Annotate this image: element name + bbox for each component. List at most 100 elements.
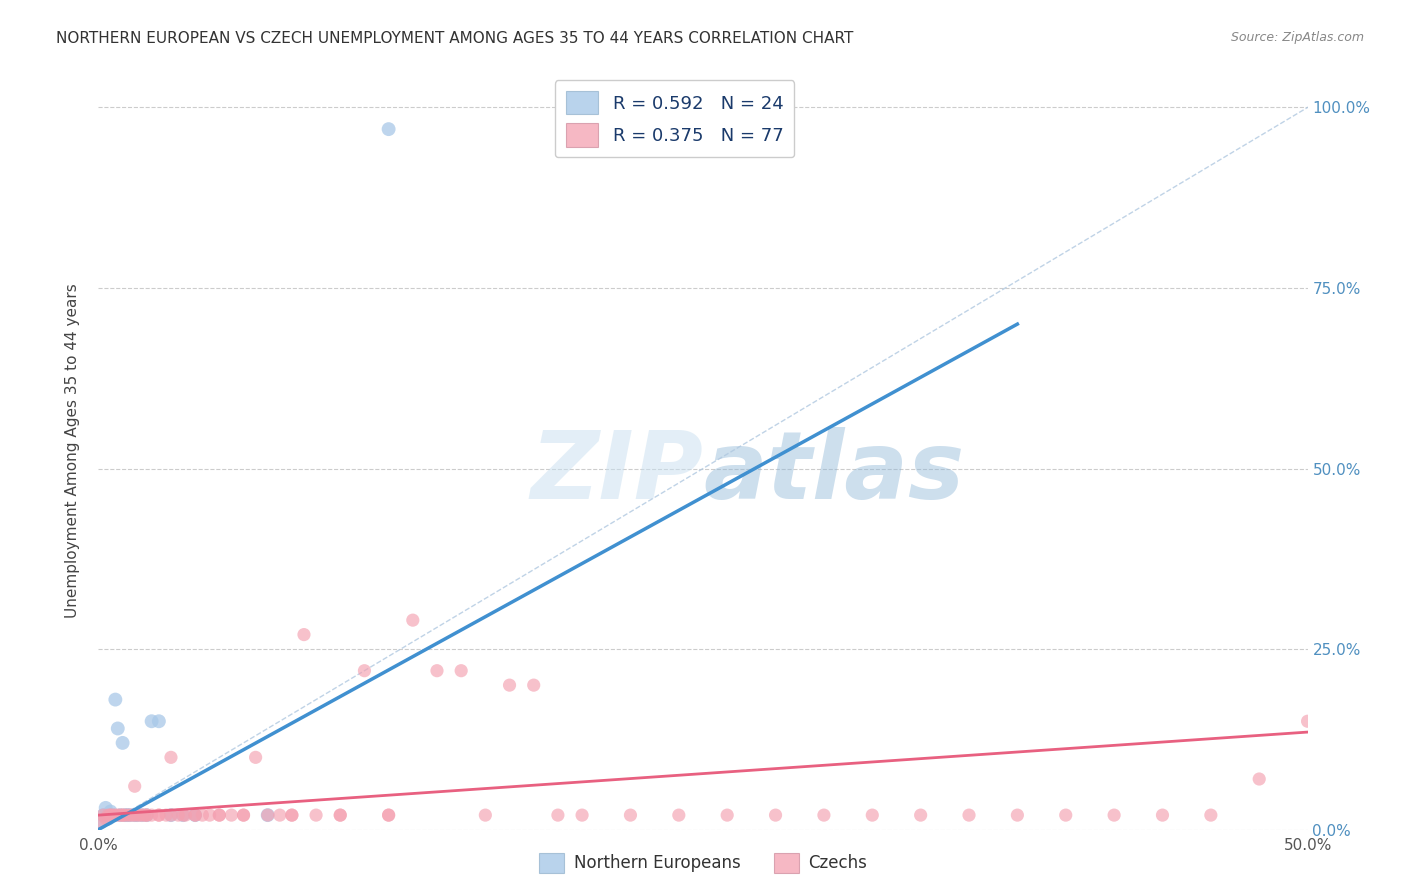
Point [167,808,190,822]
Point [329,808,352,822]
Point [134,808,156,822]
Point [104,808,127,822]
Point [111,736,134,750]
Point [114,808,136,822]
Point [135,808,157,822]
Point [498,678,520,692]
Point [155,808,177,822]
Point [198,808,221,822]
Point [402,613,425,627]
Point [1054,808,1077,822]
Point [377,808,399,822]
Point [281,808,304,822]
Point [128,808,150,822]
Point [101,808,124,822]
Point [1152,808,1174,822]
Point [474,808,496,822]
Point [172,808,194,822]
Point [716,808,738,822]
Point [148,714,170,729]
Point [107,722,129,736]
Point [131,808,153,822]
Point [232,808,254,822]
Legend: Northern Europeans, Czechs: Northern Europeans, Czechs [531,847,875,880]
Point [91,808,114,822]
Point [1296,714,1319,729]
Point [108,808,131,822]
Point [127,808,149,822]
Point [135,808,157,822]
Point [619,808,641,822]
Point [97,812,120,826]
Point [111,808,134,822]
Point [121,808,143,822]
Point [160,808,183,822]
Legend: R = 0.592   N = 24, R = 0.375   N = 77: R = 0.592 N = 24, R = 0.375 N = 77 [555,80,794,158]
Point [141,808,163,822]
Point [184,808,207,822]
Point [148,808,170,822]
Point [100,808,122,822]
Point [100,808,122,822]
Point [111,808,134,822]
Point [450,664,472,678]
Point [377,122,399,136]
Point [148,808,170,822]
Point [523,678,546,692]
Point [100,805,122,819]
Point [174,808,197,822]
Point [957,808,980,822]
Point [191,808,214,822]
Point [353,664,375,678]
Point [160,750,183,764]
Point [118,808,141,822]
Point [108,808,131,822]
Text: ZIP: ZIP [530,427,703,519]
Point [208,808,231,822]
Point [1199,808,1222,822]
Point [101,808,124,822]
Point [124,779,146,793]
Point [94,801,117,815]
Point [377,808,399,822]
Point [118,808,141,822]
Text: NORTHERN EUROPEAN VS CZECH UNEMPLOYMENT AMONG AGES 35 TO 44 YEARS CORRELATION CH: NORTHERN EUROPEAN VS CZECH UNEMPLOYMENT … [56,31,853,46]
Point [1102,808,1125,822]
Point [141,714,163,729]
Point [127,808,149,822]
Point [256,808,278,822]
Point [114,808,136,822]
Point [90,815,112,830]
Y-axis label: Unemployment Among Ages 35 to 44 years: Unemployment Among Ages 35 to 44 years [65,283,80,618]
Point [256,808,278,822]
Point [184,808,207,822]
Point [860,808,883,822]
Point [124,808,146,822]
Point [668,808,690,822]
Point [329,808,352,822]
Point [232,808,254,822]
Point [117,808,139,822]
Text: atlas: atlas [703,427,965,519]
Point [1249,772,1271,786]
Point [221,808,243,822]
Point [269,808,291,822]
Point [107,808,129,822]
Point [292,627,315,641]
Point [91,808,114,822]
Point [571,808,593,822]
Point [245,750,267,764]
Point [547,808,569,822]
Point [97,808,120,822]
Point [281,808,304,822]
Point [172,808,194,822]
Point [90,815,112,830]
Point [124,808,146,822]
Point [208,808,231,822]
Point [813,808,835,822]
Point [1007,808,1029,822]
Point [135,808,157,822]
Text: Source: ZipAtlas.com: Source: ZipAtlas.com [1230,31,1364,45]
Point [131,808,153,822]
Point [765,808,787,822]
